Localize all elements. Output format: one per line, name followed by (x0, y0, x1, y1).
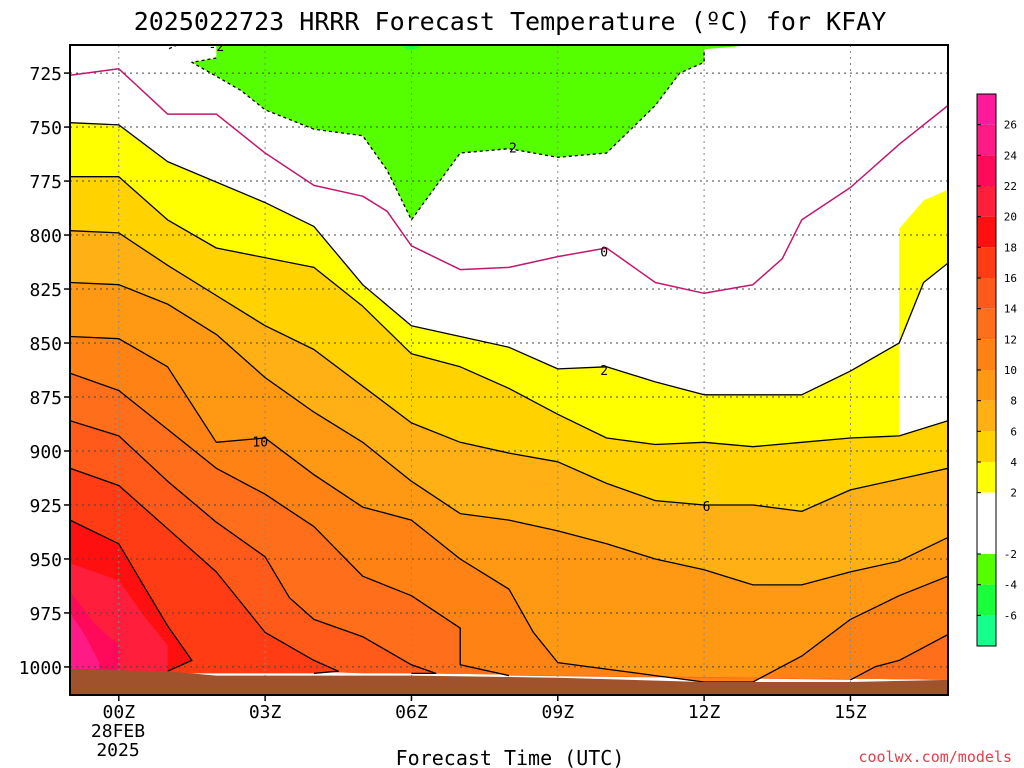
colorbar-bin-5 (977, 247, 996, 278)
x-tick-label-2: 06Z (395, 702, 428, 723)
x-date-label: 28FEB (91, 721, 145, 742)
colorbar-label-8: 10 (1004, 364, 1017, 377)
isotherm-6 (70, 372, 510, 677)
colorbar-label-0: 26 (1004, 119, 1017, 132)
y-tick-label-3: 800 (29, 226, 62, 247)
isotherm-lines (70, 45, 948, 683)
colorbar-label-9: 8 (1010, 395, 1017, 408)
fill-region-11 (70, 612, 100, 670)
colorbar-bin-14 (977, 554, 996, 585)
isotherm-11 (191, 49, 705, 221)
colorbar-bin-7 (977, 308, 996, 340)
colorbar-bin-9 (977, 370, 996, 401)
colorbar-bin-10 (977, 400, 996, 432)
colorbar-label-10: 6 (1010, 425, 1017, 438)
x-tick-label-3: 09Z (542, 702, 575, 723)
contour-labels: 0 2 10 6 -2 -2 (209, 40, 711, 515)
colorbar-label-14: -4 (1004, 579, 1018, 592)
contour-label-3: 6 (703, 500, 711, 515)
y-tick-label-5: 850 (29, 334, 62, 355)
y-tick-label-10: 975 (29, 604, 62, 625)
contour-label-4: -2 (501, 142, 517, 157)
isotherm-5 (70, 335, 948, 683)
colorbar-label-4: 18 (1004, 241, 1017, 254)
colorbar-bin-0 (977, 94, 996, 125)
y-tick-label-7: 900 (29, 442, 62, 463)
y-tick-label-2: 775 (29, 172, 62, 193)
isotherm-9 (70, 467, 339, 675)
colorbar-label-3: 20 (1004, 211, 1017, 224)
y-tick-label-8: 925 (29, 496, 62, 517)
isotherm-0 (70, 68, 948, 295)
isotherm-10 (70, 519, 193, 672)
x-tick-label-4: 12Z (688, 702, 721, 723)
x-tick-label-1: 03Z (249, 702, 282, 723)
colorbar-label-2: 22 (1004, 180, 1017, 193)
isotherm-3 (70, 230, 948, 513)
colorbar-label-6: 14 (1004, 303, 1018, 316)
fill-region-13 (401, 45, 422, 50)
colorbar-bin-1 (977, 124, 996, 156)
colorbar-label-7: 12 (1004, 333, 1017, 346)
y-tick-label-9: 950 (29, 550, 62, 571)
contour-label-0: 0 (600, 245, 608, 260)
fill-region-12 (191, 45, 753, 220)
colorbar-label-1: 24 (1004, 149, 1018, 162)
x-axis: 00Z 03Z 06Z 09Z 12Z 15Z (103, 695, 867, 723)
isotherm-2 (70, 176, 948, 448)
colorbar-label-13: -2 (1004, 548, 1017, 561)
colorbar-label-5: 16 (1004, 272, 1017, 285)
colorbar-bin-13 (977, 492, 996, 554)
plot-area: 0 2 10 6 -2 -2 (70, 40, 948, 695)
colorbar-bin-2 (977, 155, 996, 186)
colorbar-bin-8 (977, 339, 996, 370)
y-tick-label-11: 1000 (19, 658, 62, 679)
x-tick-label-0: 00Z (103, 702, 136, 723)
ground-surface (70, 669, 948, 695)
contour-label-2: 10 (252, 435, 268, 450)
y-tick-label-1: 750 (29, 118, 62, 139)
colorbar-bin-16 (977, 615, 996, 646)
isotherm-4 (70, 281, 948, 586)
isotherm-8 (70, 420, 437, 675)
colorbar-bin-11 (977, 431, 996, 462)
y-tick-label-0: 725 (29, 64, 62, 85)
x-axis-label: Forecast Time (UTC) (396, 746, 625, 768)
colorbar-bin-6 (977, 278, 996, 309)
colorbar-label-12: 2 (1010, 487, 1017, 500)
credit-link[interactable]: coolwx.com/models (858, 748, 1012, 766)
colorbar-bin-3 (977, 186, 996, 217)
colorbar: 26 24 22 20 18 16 14 12 10 8 6 4 2 -2 -4 -6 (976, 93, 1018, 647)
grid-lines (70, 45, 948, 695)
y-axis: 725 750 775 800 825 850 875 900 925 950 975 1000 (19, 64, 70, 679)
y-tick-label-4: 825 (29, 280, 62, 301)
x-year-label: 2025 (96, 740, 139, 761)
chart-title: 2025022723 HRRR Forecast Temperature (ºC… (134, 7, 887, 36)
x-tick-label-5: 15Z (834, 702, 867, 723)
colorbar-bin-4 (977, 216, 996, 248)
y-tick-label-6: 875 (29, 388, 62, 409)
contour-label-5: -2 (209, 40, 225, 55)
plot-frame (69, 44, 949, 696)
isotherm-7 (850, 633, 948, 681)
temperature-fills (70, 45, 948, 682)
colorbar-label-15: -6 (1004, 609, 1017, 622)
contour-label-1: 2 (600, 364, 608, 379)
colorbar-bin-12 (977, 462, 996, 493)
colorbar-bin-15 (977, 584, 996, 616)
colorbar-label-11: 4 (1010, 456, 1017, 469)
isotherm-1 (70, 122, 948, 396)
